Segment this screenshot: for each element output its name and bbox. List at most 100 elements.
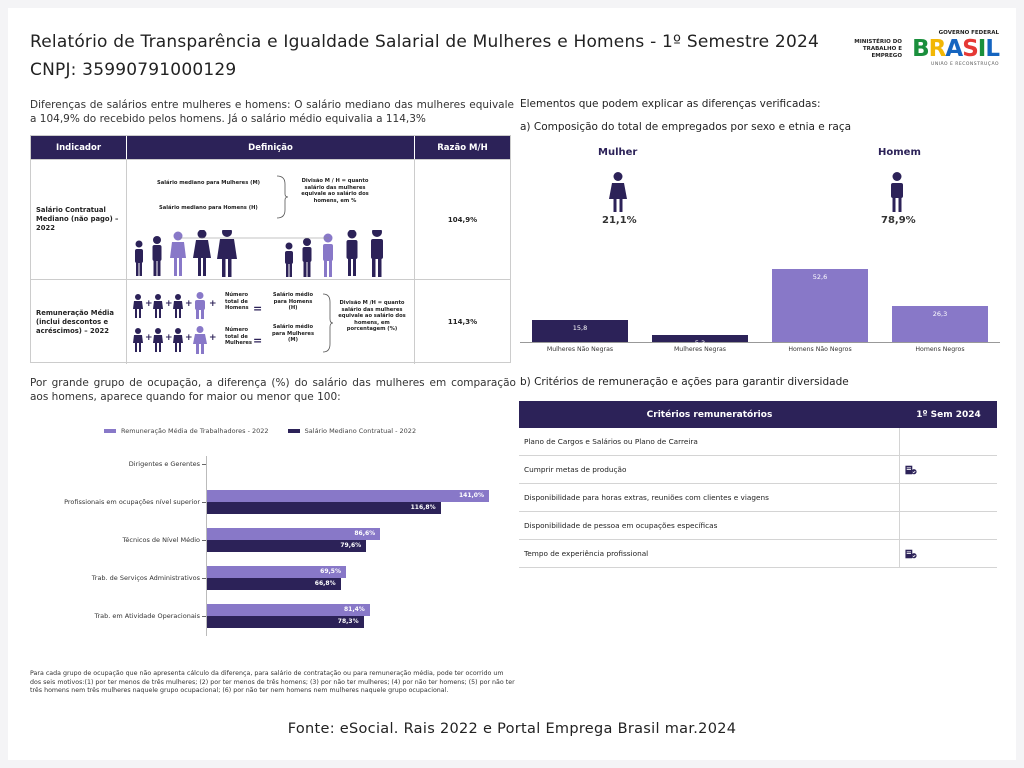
occupation-category-label: Técnicos de Nível Médio [122, 536, 200, 544]
criteria-status [900, 428, 997, 455]
composition-bar-value: 52,6 [812, 273, 828, 282]
occupation-bar-value: 79,6% [340, 542, 362, 549]
occupation-bar-value: 86,6% [354, 530, 376, 537]
header-definicao: Definição [127, 136, 415, 159]
label-women-median: Salário mediano para Mulheres (M) [157, 180, 260, 186]
criteria-status [900, 540, 997, 567]
criteria-row: Disponibilidade de pessoa em ocupações e… [519, 512, 997, 540]
legend-swatch-lavender [104, 429, 116, 433]
svg-text:+: + [209, 299, 217, 309]
legend-label-remuneracao: Remuneração Média de Trabalhadores - 202… [121, 427, 269, 435]
svg-text:+: + [145, 333, 153, 343]
criteria-rows: Plano de Cargos e Salários ou Plano de C… [519, 428, 997, 568]
legend-label-salario: Salário Mediano Contratual - 2022 [304, 427, 417, 435]
svg-text:+: + [185, 333, 193, 343]
indicator-row2-value: 114,3% [447, 318, 478, 326]
occupation-bar [207, 540, 367, 552]
occupation-bar-chart: Dirigentes e Gerentes Profissionais em oc… [30, 448, 516, 638]
document-check-icon [905, 465, 917, 474]
indicator-row1-value: 104,9% [447, 215, 478, 224]
section-occupation-text: Por grande grupo de ocupação, a diferenç… [30, 377, 516, 403]
criteria-label: Tempo de experiência profissional [519, 540, 900, 567]
header-indicador: Indicador [31, 136, 127, 159]
composition-category-label: Homens Negros [915, 346, 965, 353]
svg-text:+: + [165, 299, 173, 309]
occupation-bar [207, 578, 341, 590]
brace-icon [276, 175, 289, 219]
occupation-bar-value: 141,0% [459, 492, 484, 499]
ministry-logo-text: MINISTÉRIO DO TRABALHO E EMPREGO [854, 39, 902, 59]
right-intro-text: Elementos que podem explicar as diferenç… [520, 98, 821, 110]
avg-men-label: Salário médio para Homens (H) [272, 292, 314, 311]
gov-sub-text: UNIÃO E RECONSTRUÇÃO [931, 62, 999, 67]
occupation-category-label: Dirigentes e Gerentes [128, 460, 200, 468]
indicator-table-header: Indicador Definição Razão M/H [31, 136, 510, 159]
page-title: Relatório de Transparência e Igualdade S… [30, 32, 819, 52]
men-percent: 78,9% [881, 215, 916, 226]
section-b-title: b) Critérios de remuneração e ações para… [520, 376, 849, 388]
composition-category-label: Mulheres Negras [673, 346, 727, 353]
occupation-bar [207, 566, 346, 578]
total-men-label: Número total de Homens [225, 292, 249, 311]
legend-swatch-navy [287, 429, 300, 433]
criteria-label: Plano de Cargos e Salários ou Plano de C… [519, 428, 900, 455]
occupation-bar-value: 69,5% [320, 568, 341, 575]
gov-word: BRASIL [912, 36, 1000, 62]
composition-bar [892, 305, 988, 342]
occupation-tick [202, 502, 206, 503]
criteria-status [900, 512, 997, 539]
occupation-bar-value: 66,8% [314, 580, 336, 587]
section-a-title: a) Composição do total de empregados por… [520, 121, 852, 133]
occupation-tick [202, 616, 206, 617]
svg-text:+: + [145, 299, 153, 309]
svg-text:+: + [185, 299, 193, 309]
header-razao: Razão M/H [437, 142, 488, 153]
indicator-row-2: Remuneração Média (inclui descontos e ac… [31, 279, 510, 364]
criteria-row: Cumprir metas de produção [519, 456, 997, 484]
woman-icon [609, 172, 627, 212]
indicator-row2-name: Remuneração Média (inclui descontos e ac… [31, 280, 127, 364]
composition-baseline [520, 342, 1000, 343]
cnpj-text: CNPJ: 35990791000129 [30, 60, 237, 80]
women-percent: 21,1% [602, 215, 637, 226]
criteria-table: Critérios remuneratórios 1º Sem 2024 Pla… [519, 401, 997, 568]
criteria-label: Disponibilidade de pessoa em ocupações e… [519, 512, 900, 539]
division-text-2: Divisão M /H = quanto salário das mulher… [338, 300, 406, 332]
document-check-icon [905, 549, 917, 558]
composition-category-label: Mulheres Não Negras [546, 346, 614, 353]
composition-bar-value: 5,3 [694, 338, 706, 347]
division-text-1: Divisão M / H = quanto salário das mulhe… [301, 178, 369, 204]
man-icon [891, 172, 903, 212]
occupation-bar [207, 604, 370, 616]
label-men-median: Salário mediano para Homens (H) [159, 205, 258, 211]
occupation-bar [207, 616, 364, 628]
occupation-axis [206, 456, 207, 636]
criteria-row: Tempo de experiência profissional [519, 540, 997, 568]
equals-icon-2: = [253, 334, 263, 347]
criteria-status [900, 456, 997, 483]
occupation-tick [202, 578, 206, 579]
occupation-bar [207, 528, 381, 540]
brace-icon-2 [322, 293, 333, 353]
gov-top-text: GOVERNO FEDERAL [938, 30, 999, 36]
footnote-text: Para cada grupo de ocupação que não apre… [30, 670, 515, 694]
indicator-row-1: Salário Contratual Mediano (não pago) – … [31, 159, 510, 279]
composition-bar-value: 26,3 [932, 309, 948, 318]
occupation-bar-value: 78,3% [337, 618, 359, 625]
indicator-row2-definition: + + + + + + + + [127, 280, 415, 364]
composition-category-label: Homens Não Negros [788, 346, 852, 353]
gov-brasil-logo: GOVERNO FEDERAL BRASIL UNIÃO E RECONSTRU… [909, 30, 1000, 67]
men-label: Homem [878, 147, 921, 158]
legend-item-remuneracao: Remuneração Média de Trabalhadores - 202… [104, 427, 269, 435]
occupation-tick [202, 540, 206, 541]
composition-bar [652, 334, 748, 342]
criteria-table-header: Critérios remuneratórios 1º Sem 2024 [519, 401, 997, 428]
occupation-category-label: Profissionais em ocupações nível superio… [64, 498, 200, 506]
occupation-tick [202, 464, 206, 465]
svg-text:+: + [165, 333, 173, 343]
criteria-label: Cumprir metas de produção [519, 456, 900, 483]
avg-women-label: Salário médio para Mulheres (M) [271, 324, 315, 343]
occupation-category-label: Trab. em Atividade Operacionais [94, 612, 200, 620]
occupation-legend: Remuneração Média de Trabalhadores - 202… [104, 418, 416, 437]
criteria-label: Disponibilidade para horas extras, reuni… [519, 484, 900, 511]
